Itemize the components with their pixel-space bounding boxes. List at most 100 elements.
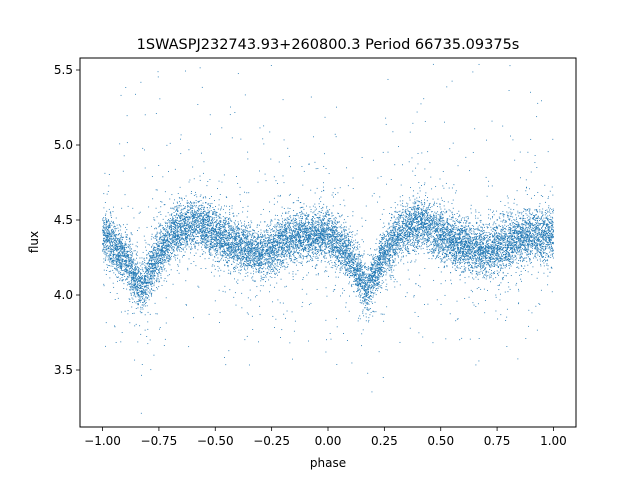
data-point bbox=[144, 114, 146, 116]
data-point bbox=[178, 220, 180, 222]
data-point bbox=[178, 204, 180, 206]
data-point bbox=[397, 217, 399, 219]
data-point bbox=[390, 231, 392, 233]
data-point bbox=[256, 256, 258, 258]
data-point bbox=[344, 236, 346, 238]
data-point bbox=[240, 258, 242, 260]
data-point bbox=[519, 274, 520, 276]
data-point bbox=[402, 195, 404, 197]
data-point bbox=[159, 271, 161, 273]
data-point bbox=[470, 245, 472, 247]
data-point bbox=[489, 275, 491, 277]
data-point bbox=[349, 260, 351, 262]
data-point bbox=[179, 242, 181, 244]
data-point bbox=[466, 221, 468, 223]
data-point bbox=[369, 298, 371, 300]
data-point bbox=[158, 254, 160, 256]
data-point bbox=[444, 235, 446, 237]
data-point bbox=[512, 251, 514, 253]
data-point bbox=[258, 269, 260, 271]
data-point bbox=[179, 223, 181, 225]
data-point bbox=[524, 221, 526, 223]
data-point bbox=[306, 227, 308, 229]
data-point bbox=[419, 187, 421, 189]
data-point bbox=[509, 232, 511, 234]
data-point bbox=[439, 235, 441, 237]
data-point bbox=[508, 207, 510, 209]
data-point bbox=[296, 246, 298, 248]
data-point bbox=[443, 224, 445, 225]
data-point bbox=[275, 244, 276, 246]
data-point bbox=[348, 251, 350, 253]
data-point bbox=[152, 289, 154, 291]
data-point bbox=[462, 242, 464, 244]
data-point bbox=[486, 251, 488, 252]
data-point bbox=[467, 234, 469, 236]
data-point bbox=[207, 244, 208, 246]
data-point bbox=[520, 237, 522, 239]
data-point bbox=[334, 247, 335, 249]
data-point bbox=[219, 322, 220, 323]
data-point bbox=[122, 254, 124, 256]
data-point bbox=[176, 222, 178, 224]
data-point bbox=[197, 220, 199, 222]
data-point bbox=[538, 239, 540, 241]
data-point bbox=[526, 221, 528, 223]
data-point bbox=[198, 286, 200, 288]
data-point bbox=[387, 228, 389, 230]
data-point bbox=[223, 244, 225, 246]
data-point bbox=[175, 240, 177, 242]
data-point bbox=[327, 214, 329, 216]
data-point bbox=[479, 230, 481, 231]
data-point bbox=[327, 236, 329, 238]
data-point bbox=[464, 254, 466, 256]
data-point bbox=[132, 283, 134, 285]
data-point bbox=[367, 268, 369, 270]
data-point bbox=[242, 249, 244, 251]
data-point bbox=[226, 245, 227, 247]
data-point bbox=[106, 193, 108, 195]
data-point bbox=[259, 254, 260, 256]
data-point bbox=[124, 264, 126, 266]
data-point bbox=[248, 246, 250, 248]
data-point bbox=[195, 202, 197, 204]
data-point bbox=[382, 253, 384, 255]
data-point bbox=[431, 235, 433, 237]
data-point bbox=[146, 336, 148, 337]
data-point bbox=[277, 247, 279, 249]
data-point bbox=[437, 228, 439, 230]
data-point bbox=[348, 239, 350, 241]
data-point bbox=[207, 221, 209, 223]
data-point bbox=[385, 117, 387, 119]
data-point bbox=[119, 239, 121, 240]
data-point bbox=[193, 238, 195, 240]
data-point bbox=[395, 252, 397, 254]
data-point bbox=[207, 204, 209, 205]
data-point bbox=[537, 217, 539, 219]
data-point bbox=[528, 231, 530, 233]
data-point bbox=[267, 249, 269, 251]
data-point bbox=[296, 260, 298, 262]
data-point bbox=[115, 274, 116, 276]
data-point bbox=[372, 256, 374, 258]
data-point bbox=[543, 231, 545, 233]
data-point bbox=[281, 245, 283, 246]
data-point bbox=[227, 233, 229, 235]
data-point bbox=[479, 254, 481, 256]
data-point bbox=[195, 242, 197, 244]
data-point bbox=[200, 222, 202, 223]
data-point bbox=[250, 272, 252, 274]
data-point bbox=[445, 243, 447, 245]
data-point bbox=[306, 254, 308, 256]
data-point bbox=[270, 258, 272, 259]
data-point bbox=[171, 219, 173, 220]
data-point bbox=[192, 207, 194, 209]
data-point bbox=[456, 237, 458, 239]
data-point bbox=[279, 242, 281, 244]
data-point bbox=[321, 238, 323, 240]
data-point bbox=[228, 222, 230, 224]
data-point bbox=[471, 247, 473, 249]
data-point bbox=[356, 230, 358, 232]
data-point bbox=[520, 244, 522, 246]
data-point bbox=[342, 263, 343, 265]
